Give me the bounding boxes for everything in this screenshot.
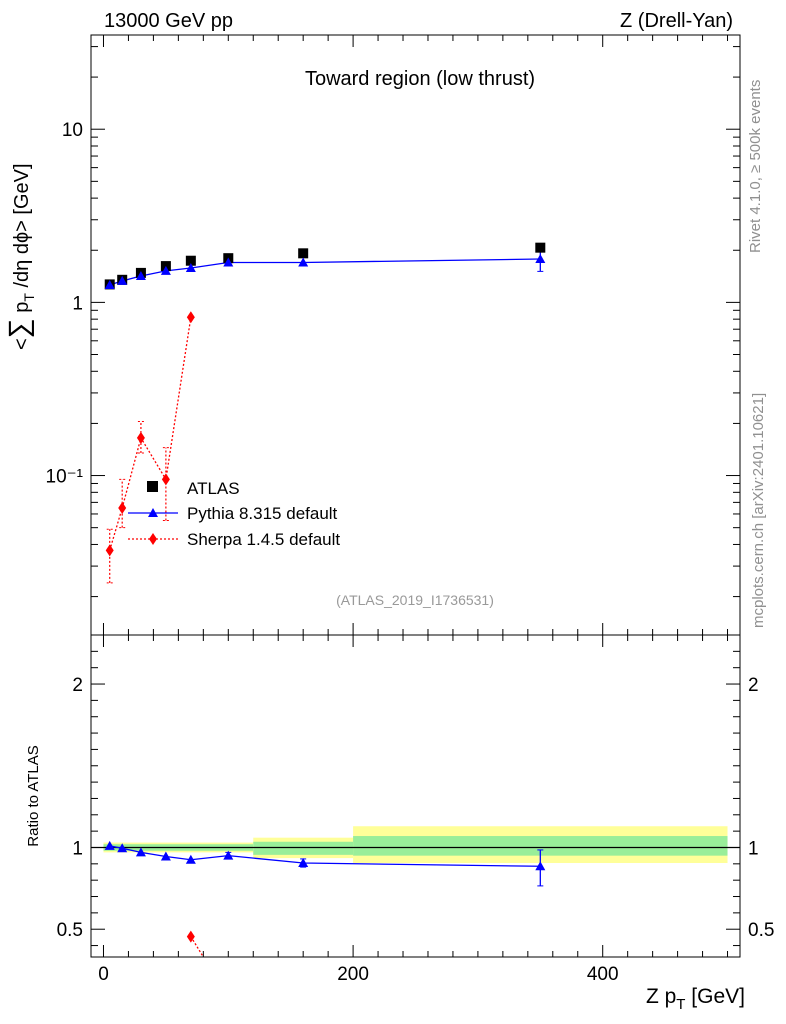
pythia-line bbox=[109, 258, 541, 286]
legend-pythia-label: Pythia 8.315 default bbox=[187, 504, 338, 523]
ratio-y-tick-label-left: 0.5 bbox=[57, 920, 83, 941]
pythia-point bbox=[185, 262, 196, 272]
ratio-pythia-point bbox=[160, 851, 171, 861]
sherpa-point bbox=[161, 473, 170, 486]
legend: ATLAS Pythia 8.315 default Sherpa 1.4.5 de… bbox=[128, 479, 340, 549]
ratio-frame bbox=[90, 634, 741, 958]
ratio-y-tick-label-left: 1 bbox=[72, 838, 83, 859]
pythia-point bbox=[117, 275, 128, 285]
ratio-pythia-point bbox=[117, 843, 128, 853]
ratio-pythia-point bbox=[298, 858, 309, 868]
ratio-sherpa-point bbox=[186, 930, 195, 943]
header-right-label: Z (Drell-Yan) bbox=[620, 10, 733, 32]
main-y-axis-title: <∑ pT /dη dϕ> [GeV] bbox=[3, 163, 37, 350]
main-y-tick-label: 10⁻¹ bbox=[46, 467, 84, 488]
main-panel: Toward region (low thrust) (ATLAS_2019_I… bbox=[3, 34, 741, 636]
main-y-tick-label: 10 bbox=[62, 120, 83, 141]
ratio-pythia-point bbox=[535, 861, 546, 871]
ratio-y-tick-label-right: 2 bbox=[748, 675, 759, 696]
legend-sherpa-marker bbox=[149, 533, 157, 545]
legend-atlas-label: ATLAS bbox=[187, 479, 240, 498]
pythia-point bbox=[223, 257, 234, 267]
legend-atlas-marker bbox=[147, 481, 158, 492]
ratio-y-tick-label-left: 2 bbox=[72, 675, 83, 696]
ratio-pythia-point bbox=[135, 847, 146, 857]
main-title: Toward region (low thrust) bbox=[305, 68, 535, 90]
atlas-point bbox=[535, 242, 546, 253]
pythia-point bbox=[160, 265, 171, 275]
ratio-panel: 0 200 400 0.5 0.5 1 1 2 2 Ratio to ATLAS Z pT [G… bbox=[25, 634, 774, 1013]
ratio-x-tick-label: 200 bbox=[337, 964, 369, 985]
pythia-point bbox=[104, 279, 115, 289]
ratio-x-tick-label: 0 bbox=[98, 964, 109, 985]
ratio-pythia-point bbox=[104, 840, 115, 850]
legend-pythia-marker bbox=[148, 508, 158, 517]
sherpa-point bbox=[118, 501, 127, 514]
ratio-pythia-point bbox=[223, 850, 234, 860]
legend-sherpa-label: Sherpa 1.4.5 default bbox=[187, 530, 340, 549]
svg-text:Z pT [GeV]: Z pT [GeV] bbox=[646, 985, 745, 1013]
atlas-point bbox=[185, 255, 196, 266]
header-left-label: 13000 GeV pp bbox=[104, 10, 233, 32]
ratio-y-tick-label-right: 0.5 bbox=[748, 920, 774, 941]
sherpa-point bbox=[105, 544, 114, 557]
analysis-watermark: (ATLAS_2019_I1736531) bbox=[336, 592, 494, 608]
ratio-y-tick-label-right: 1 bbox=[748, 838, 759, 859]
rivet-label: Rivet 4.1.0, ≥ 500k events bbox=[747, 80, 764, 253]
sherpa-point bbox=[136, 431, 145, 444]
pythia-point bbox=[135, 271, 146, 281]
mcplots-label: mcplots.cern.ch [arXiv:2401.10621] bbox=[750, 393, 767, 628]
ratio-band-inner bbox=[253, 841, 354, 855]
atlas-point bbox=[298, 248, 309, 259]
pythia-point bbox=[298, 257, 309, 267]
sherpa-point bbox=[186, 311, 195, 324]
ratio-band-inner bbox=[353, 836, 728, 856]
main-y-tick-label: 1 bbox=[72, 293, 83, 314]
x-axis-title: Z pT [GeV] bbox=[646, 985, 745, 1013]
ratio-x-tick-label: 400 bbox=[587, 964, 619, 985]
ratio-pythia-point bbox=[185, 854, 196, 864]
pythia-point bbox=[535, 254, 546, 264]
svg-text:<∑ pT /dη dϕ> [GeV]: <∑ pT /dη dϕ> [GeV] bbox=[3, 163, 37, 350]
ratio-y-axis-title: Ratio to ATLAS bbox=[25, 745, 42, 846]
